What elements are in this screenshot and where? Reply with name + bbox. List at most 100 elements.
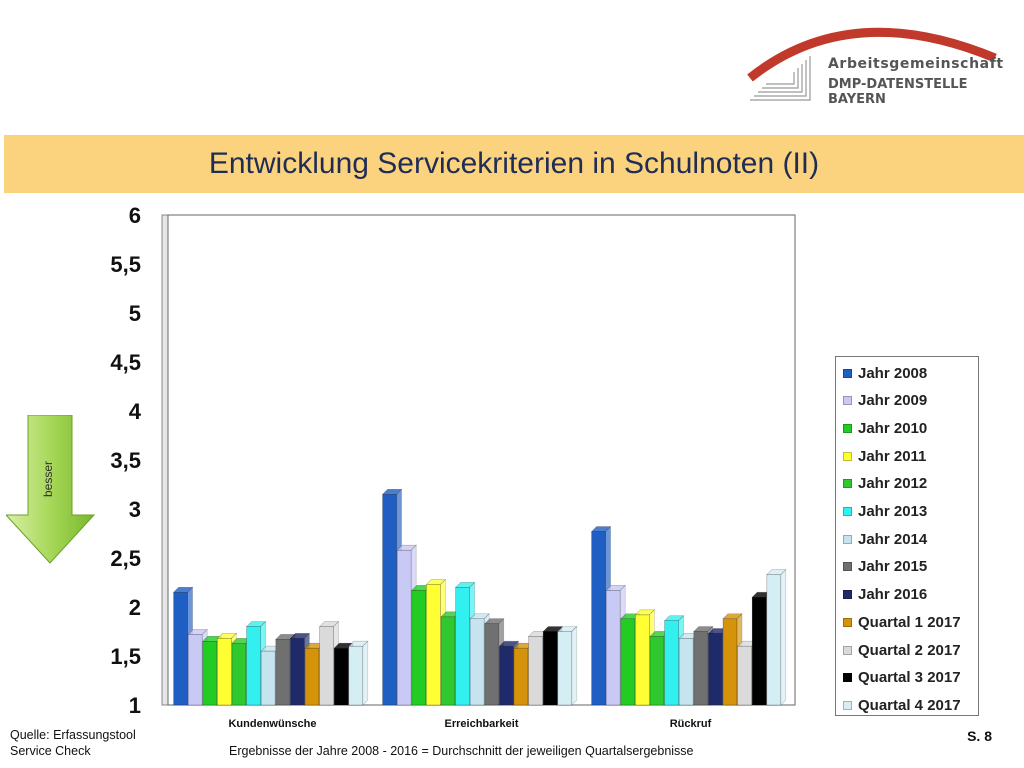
bar-face [557, 631, 573, 706]
bar-face [426, 584, 441, 706]
bar-face [246, 626, 261, 706]
bar-face [678, 638, 694, 706]
legend-swatch [843, 562, 852, 572]
bar-face [382, 493, 397, 706]
legend-label: Jahr 2014 [858, 530, 928, 548]
bar-face [635, 614, 650, 706]
y-tick-label: 5 [129, 301, 141, 326]
legend-label: Jahr 2012 [858, 475, 928, 493]
legend-label: Quartal 4 2017 [858, 696, 961, 714]
bar-face [620, 618, 636, 706]
bar-face [396, 549, 412, 706]
bar-face [605, 590, 621, 706]
y-tick-label: 4,5 [110, 350, 141, 375]
bar-face [348, 645, 364, 706]
bar-face [664, 620, 679, 706]
legend-swatch [843, 534, 852, 544]
legend-swatch [843, 645, 852, 655]
bar-face [708, 633, 723, 706]
legend-label: Jahr 2010 [858, 419, 928, 437]
bar [557, 625, 578, 706]
bar-face [173, 591, 188, 706]
bar-side [362, 640, 369, 706]
bar-face [528, 636, 543, 706]
legend-label: Jahr 2008 [858, 364, 928, 382]
y-tick-label: 6 [129, 203, 141, 228]
bar-chart: 1 1,5 2 2,5 3 3,5 4 4,5 5 5,5 6 Kundenwünsche Erreic… [110, 203, 796, 730]
bar [590, 525, 612, 706]
bar-face [187, 634, 203, 706]
x-tick-label: Kundenwünsche [228, 718, 316, 730]
legend-label: Jahr 2015 [858, 558, 928, 576]
x-tick-label: Rückruf [670, 718, 712, 730]
bar-layer [172, 488, 787, 706]
bar-face [260, 650, 276, 706]
legend-item: Jahr 2012 [843, 472, 927, 496]
legend-item: Jahr 2013 [843, 500, 927, 524]
legend-item: Jahr 2016 [843, 583, 927, 607]
bar-face [304, 647, 320, 706]
bar-face [484, 623, 500, 706]
bar-face [499, 645, 514, 706]
down-arrow-icon [6, 415, 96, 564]
legend-item: Quartal 3 2017 [843, 666, 961, 690]
legend-label: Quartal 3 2017 [858, 669, 961, 687]
legend-item: Jahr 2010 [843, 416, 927, 440]
bar-face [513, 647, 529, 706]
footer-note: Ergebnisse der Jahre 2008 - 2016 = Durch… [229, 744, 694, 758]
page-number: S. 8 [967, 728, 992, 744]
legend-label: Jahr 2016 [858, 586, 928, 604]
legend-swatch [843, 673, 852, 683]
bar [766, 568, 787, 706]
legend-swatch [843, 507, 852, 516]
y-tick-label: 1,5 [110, 644, 141, 669]
plot-side-wall [161, 214, 169, 706]
y-tick-label: 5,5 [110, 252, 141, 277]
bar-face [693, 631, 709, 706]
bar-face [333, 647, 349, 706]
legend-swatch [843, 700, 852, 710]
legend-swatch [843, 590, 852, 600]
bar-face [231, 642, 247, 706]
bar-face [275, 639, 291, 706]
bar-side [571, 625, 578, 706]
bar-side [780, 568, 787, 706]
x-tick-label: Erreichbarkeit [445, 718, 519, 730]
bar-face [411, 590, 427, 706]
bar-face [455, 587, 470, 706]
label-layer: 1 1,5 2 2,5 3 3,5 4 4,5 5 5,5 6 Kundenwünsche Erreic… [110, 203, 711, 730]
legend-swatch [843, 479, 852, 489]
logo-line2: DMP-DATENSTELLE BAYERN [828, 77, 968, 107]
bar [348, 640, 369, 706]
legend-item: Jahr 2015 [843, 555, 927, 579]
legend-item: Quartal 2 2017 [843, 638, 961, 662]
y-tick-label: 3 [129, 497, 141, 522]
source-line1: Quelle: Erfassungstool [10, 728, 136, 742]
legend-swatch [843, 451, 852, 461]
bar-face [217, 638, 232, 706]
legend-swatch [843, 423, 852, 433]
legend-swatch [843, 396, 852, 406]
legend-label: Jahr 2013 [858, 503, 928, 520]
y-tick-label: 1 [129, 693, 141, 718]
bar-face [737, 645, 752, 706]
legend-item: Jahr 2008 [843, 361, 927, 385]
bar-face [440, 616, 456, 706]
title-bar: Entwicklung Servicekriterien in Schulnot… [4, 135, 1024, 193]
legend-item: Quartal 4 2017 [843, 693, 961, 717]
y-tick-label: 3,5 [110, 448, 141, 473]
legend-swatch [843, 368, 852, 378]
legend-item: Quartal 1 2017 [843, 610, 961, 634]
bar-face [722, 618, 738, 706]
slide-title: Entwicklung Servicekriterien in Schulnot… [208, 147, 820, 180]
logo-line1: Arbeitsgemeinschaft [828, 56, 1004, 72]
legend-item: Jahr 2011 [843, 444, 926, 468]
y-tick-label: 4 [129, 399, 142, 424]
bar-face [649, 636, 665, 706]
bar-face [591, 531, 606, 706]
chart-legend: Jahr 2008 Jahr 2009 Jahr 2010 Jahr 2011 Jahr… [835, 356, 979, 716]
bar-face [202, 640, 218, 706]
legend-label: Jahr 2011 [858, 447, 927, 465]
bar-face [290, 638, 305, 706]
legend-item: Jahr 2009 [843, 389, 927, 413]
